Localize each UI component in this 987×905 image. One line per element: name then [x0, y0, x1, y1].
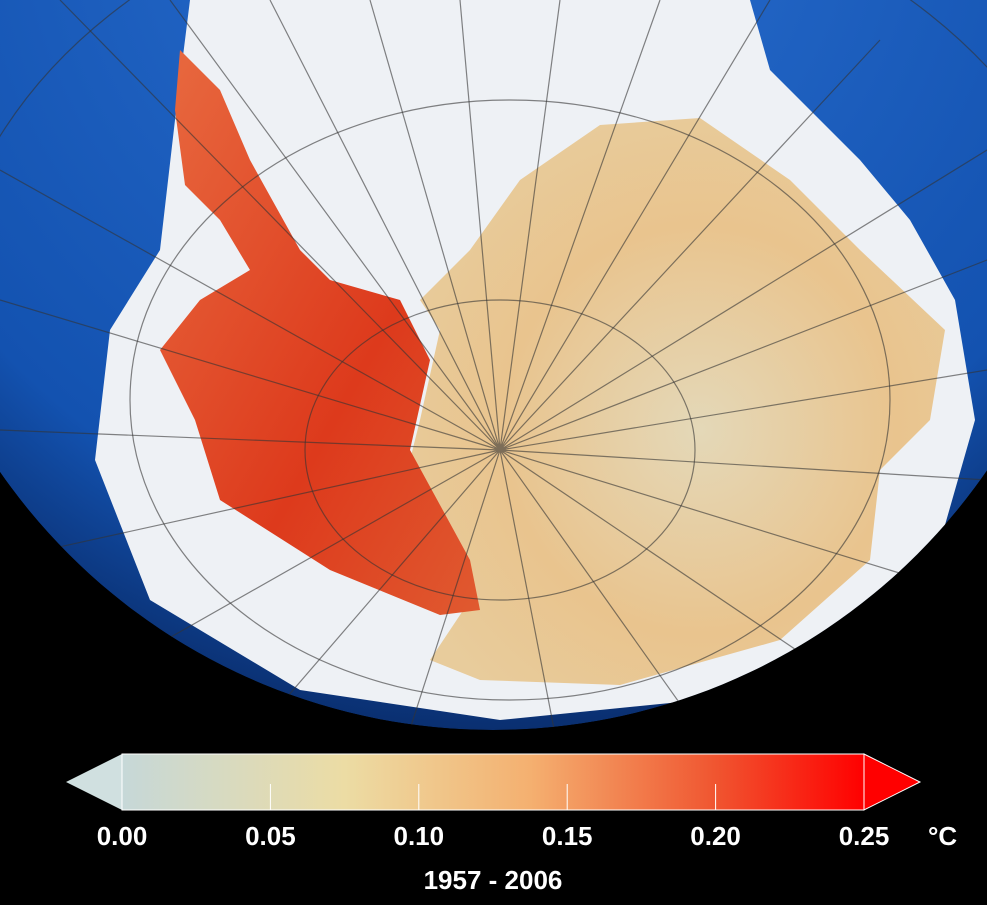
colorbar-bar	[121, 753, 865, 811]
globe	[0, 0, 987, 730]
colorbar-tick-label: 0.10	[393, 821, 444, 851]
colorbar	[66, 753, 922, 811]
colorbar-tick-label: 0.00	[97, 821, 148, 851]
colorbar-tick-label: 0.05	[245, 821, 296, 851]
colorbar-under	[66, 754, 122, 810]
colorbar-tick-label: 0.25	[839, 821, 890, 851]
colorbar-tick-label: 0.20	[690, 821, 741, 851]
west-antarctica	[160, 50, 480, 615]
colorbar-over	[863, 753, 922, 811]
caption: 1957 - 2006	[424, 865, 563, 895]
colorbar-unit: °C	[928, 821, 957, 851]
colorbar-tick-label: 0.15	[542, 821, 593, 851]
graticule	[0, 0, 987, 730]
